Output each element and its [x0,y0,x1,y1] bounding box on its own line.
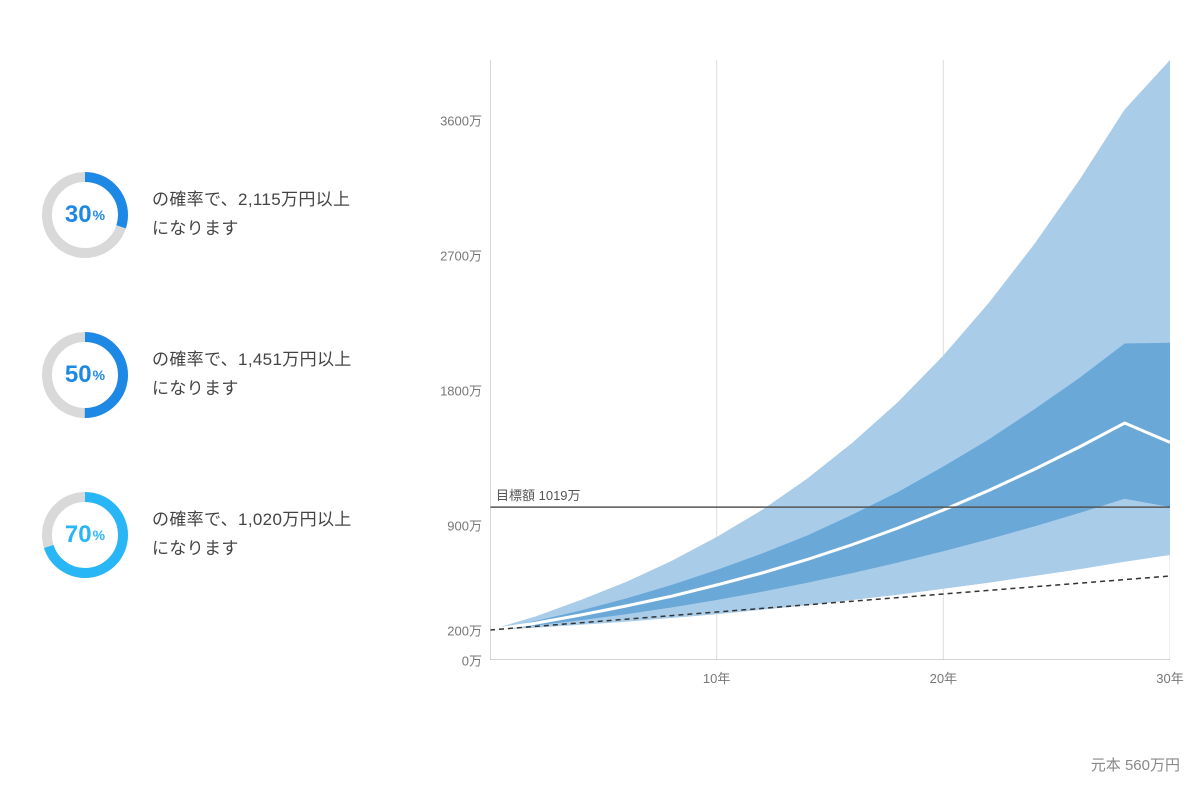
y-axis-tick-label: 900万 [447,516,482,535]
probability-donut: 30% [40,170,130,260]
x-axis-tick-label: 20年 [930,668,957,687]
y-axis-tick-label: 1800万 [440,381,482,400]
y-axis-tick-label: 0万 [462,651,482,670]
target-amount-label: 目標額 1019万 [496,485,581,507]
probability-text: の確率で、1,020万円以上になります [152,506,352,564]
probability-text: の確率で、2,115万円以上になります [152,186,350,244]
y-axis-tick-label: 2700万 [440,246,482,265]
x-axis-tick-label: 30年 [1156,668,1183,687]
y-axis-tick-label: 3600万 [440,111,482,130]
probability-donut: 70% [40,490,130,580]
probability-row: 50% の確率で、1,451万円以上になります [40,330,420,420]
probability-row: 30% の確率で、2,115万円以上になります [40,170,420,260]
probability-donut: 50% [40,330,130,420]
probability-text: の確率で、1,451万円以上になります [152,346,352,404]
x-axis-tick-label: 10年 [703,668,730,687]
y-axis-tick-label: 200万 [447,621,482,640]
principal-footer-label: 元本 560万円 [1091,754,1180,775]
projection-fan-chart [490,60,1170,660]
probability-row: 70% の確率で、1,020万円以上になります [40,490,420,580]
